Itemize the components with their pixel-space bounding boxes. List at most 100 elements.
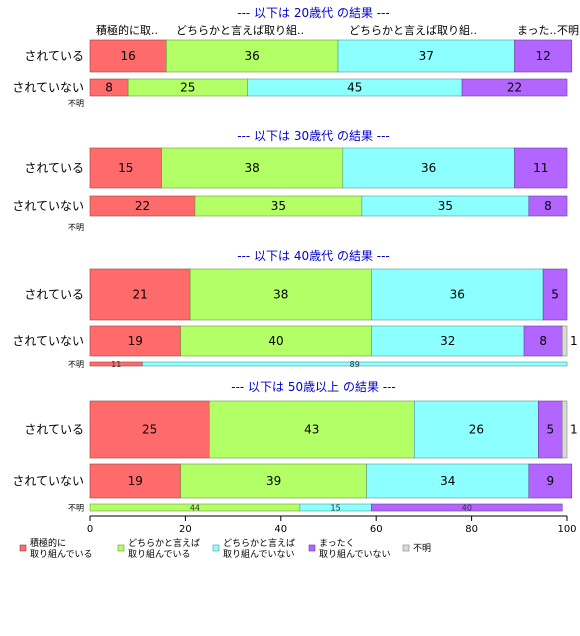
bar-segment [89,400,210,459]
panel-title: --- 以下は 50歳以上 の結果 --- [231,380,396,394]
bar-segment [89,39,167,73]
bar-segment [528,195,568,217]
bar-segment [561,325,568,357]
segment-value-label: 25 [180,81,195,95]
bar-segment [142,361,568,367]
segment-value-label: 16 [121,49,136,63]
segment-value-label: 1 [570,423,578,437]
legend-swatch [212,544,220,552]
segment-value-label: 32 [440,334,455,348]
segment-value-label: 19 [128,334,143,348]
x-tick-label: 0 [87,524,93,535]
segment-value-label: 1 [570,334,578,348]
row-label: 不明 [68,360,84,369]
row-label: 不明 [68,223,84,232]
segment-value-label: 37 [419,49,434,63]
segment-value-label: 8 [544,199,552,213]
row-label: されている [24,288,84,302]
segment-value-label: 43 [304,423,319,437]
bar-segment [166,39,339,73]
bar-segment [180,325,372,357]
bar-segment [89,325,181,357]
column-header: 積極的に取.. [96,23,158,37]
x-tick-label: 40 [274,524,287,535]
segment-value-label: 35 [271,199,286,213]
segment-value-label: 38 [273,288,288,302]
column-header: どちらかと言えば取り組.. [349,24,477,37]
legend-swatch [308,544,316,552]
segment-value-label: 8 [539,334,547,348]
segment-value-label: 89 [350,360,360,369]
bar-segment [414,400,539,459]
segment-value-label: 15 [118,161,133,175]
row-label: されていない [12,81,84,95]
segment-value-label: 26 [469,423,484,437]
x-tick-label: 60 [370,524,383,535]
segment-value-label: 5 [551,288,559,302]
bar-segment [514,39,573,73]
row-label: されていない [12,334,84,348]
segment-value-label: 40 [462,504,472,513]
segment-value-label: 45 [347,81,362,95]
bar-segment [542,268,568,321]
row-label: されている [24,49,84,63]
panel-title: --- 以下は 20歳代 の結果 --- [237,6,390,20]
bar-segment [371,268,544,321]
bar-segment [561,400,568,459]
segment-value-label: 34 [440,474,455,488]
bar-segment [461,78,568,97]
bar-segment [337,39,515,73]
legend-swatch [402,544,410,552]
segment-value-label: 11 [111,360,121,369]
segment-value-label: 38 [245,161,260,175]
bar-segment [371,325,525,357]
segment-value-label: 21 [132,288,147,302]
row-label: されていない [12,199,84,213]
segment-value-label: 25 [142,423,157,437]
column-header: まった.. [517,24,557,37]
bar-segment [528,463,573,499]
segment-value-label: 36 [421,161,436,175]
column-header: どちらかと言えば取り組.. [176,24,304,37]
column-header: 不明 [557,24,579,37]
segment-value-label: 12 [536,49,551,63]
legend-label: どちらかと言えば取り組んでいる [128,537,200,560]
row-label: されている [24,423,84,437]
row-label: 不明 [68,99,84,108]
row-label: されている [24,161,84,175]
segment-value-label: 19 [128,474,143,488]
bar-segment [514,147,568,189]
legend-label: まったく取り組んでいない [319,538,391,560]
legend-label: どちらかと言えば取り組んでいない [223,537,295,560]
segment-value-label: 39 [266,474,281,488]
bar-segment [189,268,372,321]
x-tick-label: 80 [465,524,478,535]
bar-segment [89,268,191,321]
segment-value-label: 36 [245,49,260,63]
segment-value-label: 22 [507,81,522,95]
bar-segment [342,147,515,189]
row-label: 不明 [68,504,84,513]
legend-label: 積極的に取り組んでいる [30,537,93,560]
segment-value-label: 5 [546,423,554,437]
segment-value-label: 35 [438,199,453,213]
legend-swatch [19,544,27,552]
panel-title: --- 以下は 30歳代 の結果 --- [237,129,390,143]
x-tick-label: 20 [179,524,192,535]
segment-value-label: 44 [190,504,200,513]
x-tick-label: 100 [557,524,576,535]
bar-segment [371,503,563,512]
bar-segment [161,147,344,189]
segment-value-label: 11 [533,161,548,175]
bar-segment [89,463,181,499]
segment-value-label: 40 [268,334,283,348]
row-label: されていない [12,474,84,488]
segment-value-label: 36 [450,288,465,302]
segment-value-label: 15 [331,504,341,513]
segment-value-label: 22 [135,199,150,213]
legend-label: 不明 [413,543,431,554]
segment-value-label: 8 [105,81,113,95]
segment-value-label: 9 [546,474,554,488]
legend-swatch [117,544,125,552]
